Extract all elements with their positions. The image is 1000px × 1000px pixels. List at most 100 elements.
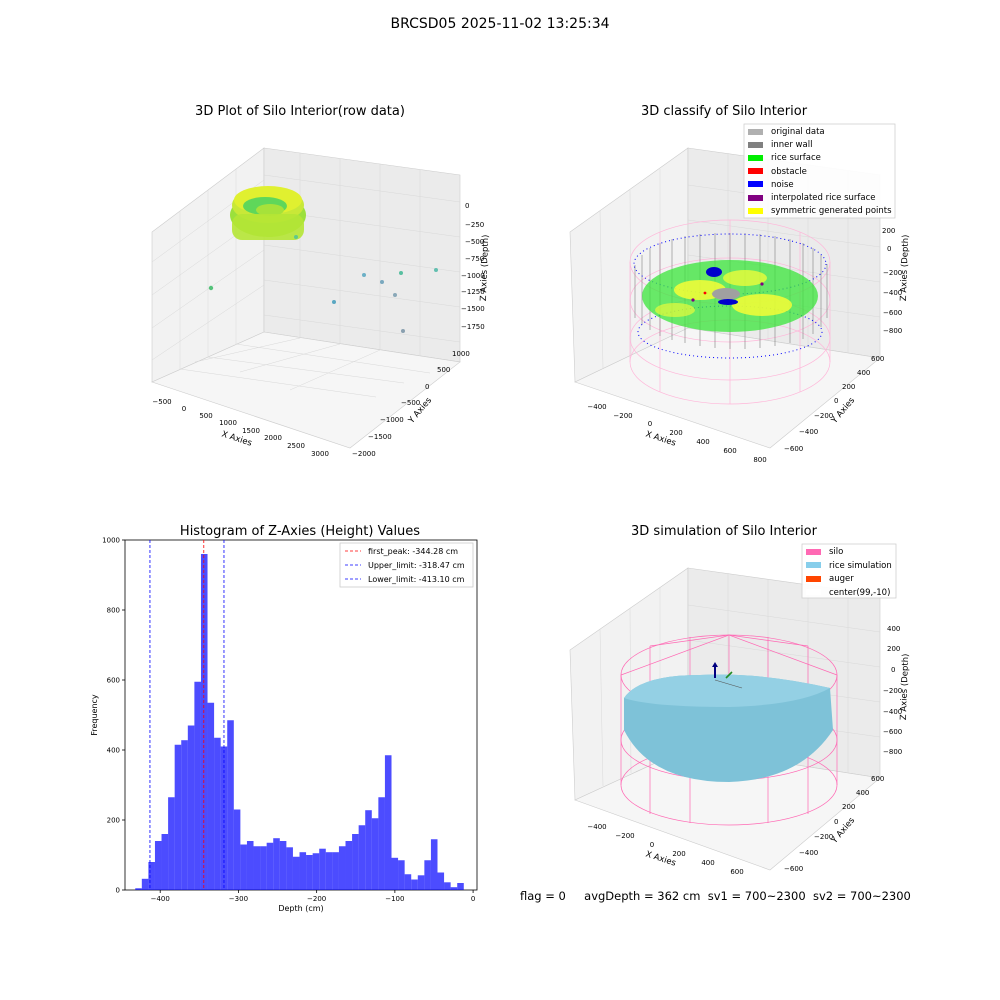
classify-xtick: 200 [669, 429, 682, 437]
histogram-chart: −400 −300 −200 −100 0 0 200 400 600 800 1000 Dept… [90, 537, 478, 913]
legend-entry-original-data: original data [748, 126, 892, 139]
histogram-bar [292, 856, 300, 890]
histogram-bar [345, 841, 353, 890]
raw-xtick: 500 [199, 412, 212, 420]
legend-swatch [748, 168, 763, 175]
histogram-bar [404, 874, 412, 890]
simulation-x-ticks: −400 −200 0 200 400 600 [587, 823, 743, 876]
classify-panel-title: 3D classify of Silo Interior [640, 104, 808, 119]
classify-legend-entries: original data inner wall rice surface ob… [748, 126, 892, 218]
simulation-ytick: 200 [842, 803, 855, 811]
legend-label: inner wall [771, 140, 813, 151]
raw-xtick: 2500 [287, 442, 305, 450]
simulation-xtick: 400 [701, 859, 714, 867]
classify-xtick: −200 [613, 412, 632, 420]
legend-label: rice simulation [829, 560, 892, 571]
histogram-title: Histogram of Z-Axies (Height) Values [179, 524, 421, 539]
simulation-ztick: −600 [883, 728, 902, 736]
simulation-ytick: −200 [814, 833, 833, 841]
classify-ytick: 600 [871, 355, 884, 363]
histogram-bar [312, 853, 320, 890]
histogram-bar [365, 810, 372, 890]
histogram-bar [187, 725, 195, 890]
histogram-bar [417, 875, 425, 890]
histogram-bar [266, 842, 274, 890]
histogram-bar [352, 834, 359, 890]
raw-y-ticks: 1000 500 0 −500 −1000 −1500 −2000 [352, 350, 470, 458]
raw-x-ticks: −500 0 500 1000 1500 2000 2500 3000 [152, 398, 329, 458]
simulation-ztick: −400 [883, 708, 902, 716]
legend-label: noise [771, 179, 794, 190]
simulation-xtick: 600 [730, 868, 743, 876]
legend-swatch [748, 207, 763, 214]
classify-z-label: Z Axies (Depth) [899, 234, 911, 301]
histogram-xtick-label: −200 [307, 895, 326, 903]
simulation-ztick: 0 [891, 666, 895, 674]
legend-swatch [748, 194, 763, 201]
legend-label-upper-limit: Upper_limit: -318.47 cm [368, 561, 465, 570]
classify-ztick: −400 [883, 289, 902, 297]
classify-ytick: 400 [857, 369, 870, 377]
classify-ytick: 200 [842, 383, 855, 391]
simulation-ytick: 600 [871, 775, 884, 783]
raw-xtick: −500 [152, 398, 171, 406]
classify-xtick: −400 [587, 403, 606, 411]
histogram-bar [220, 746, 228, 890]
raw-3d-plot: −500 0 500 1000 1500 2000 2500 3000 X Ax… [151, 147, 491, 458]
histogram-bar [457, 883, 464, 890]
classify-z-ticks: 200 0 −200 −400 −600 −800 [882, 227, 902, 335]
histogram-bar [391, 857, 399, 890]
histogram-bar [253, 846, 261, 890]
histogram-bar [306, 855, 313, 890]
footer-stats: flag = 0 avgDepth = 362 cm sv1 = 700~230… [520, 889, 911, 903]
legend-swatch [806, 548, 821, 555]
histogram-bar [168, 797, 175, 890]
classify-noise-ring-bottom [637, 305, 823, 359]
flag-text: flag = 0 [520, 889, 566, 903]
simulation-ytick: −400 [799, 849, 818, 857]
histogram-y-label: Frequency [90, 694, 99, 736]
sv2-text: sv2 = 700~2300 [812, 889, 911, 903]
simulation-ztick: −200 [883, 687, 902, 695]
raw-ztick: −1250 [461, 288, 485, 296]
raw-xtick: 1500 [242, 427, 260, 435]
raw-ztick: −750 [465, 255, 484, 263]
raw-ztick: 0 [465, 202, 469, 210]
histogram-bar [200, 554, 208, 890]
legend-entry-auger: auger [806, 573, 892, 587]
simulation-ztick: −800 [883, 748, 902, 756]
legend-label: rice surface [771, 153, 821, 164]
histogram-xtick-label: 0 [471, 895, 475, 903]
raw-ytick: 1000 [452, 350, 470, 358]
classify-rice-surface [642, 260, 818, 332]
histogram-bar [174, 744, 182, 890]
histogram-bar [378, 797, 385, 890]
histogram-bars [135, 554, 464, 890]
histogram-x-label: Depth (cm) [278, 904, 323, 913]
raw-ytick: −1000 [380, 416, 404, 424]
legend-swatch [748, 154, 763, 161]
raw-ztick: −1000 [461, 272, 485, 280]
raw-ytick: −500 [401, 399, 420, 407]
histogram-reference-lines [149, 540, 225, 890]
legend-label: symmetric generated points [771, 206, 892, 217]
histogram-bar [338, 846, 346, 890]
legend-swatch [748, 181, 763, 188]
raw-ytick: −1500 [368, 433, 392, 441]
simulation-xtick: −400 [587, 823, 606, 831]
legend-label-lower-limit: Lower_limit: -413.10 cm [368, 575, 465, 584]
classify-legend [743, 123, 896, 219]
simulation-ztick: 400 [887, 625, 900, 633]
raw-xtick: 1000 [219, 419, 237, 427]
raw-ztick: −1500 [461, 305, 485, 313]
raw-point-cloud [208, 186, 438, 333]
raw-z-ticks: 0 −250 −500 −750 −1000 −1250 −1500 −1750 [461, 202, 485, 331]
histogram-bar [299, 852, 307, 890]
legend-entry-silo: silo [806, 546, 892, 560]
histogram-bar [227, 720, 234, 890]
simulation-ytick: 0 [834, 818, 838, 826]
histogram-bar [450, 887, 458, 890]
simulation-z-label: Z Axies (Depth) [899, 653, 911, 720]
figure-title: BRCSD05 2025-11-02 13:25:34 [390, 16, 610, 32]
raw-ytick: 0 [425, 383, 429, 391]
